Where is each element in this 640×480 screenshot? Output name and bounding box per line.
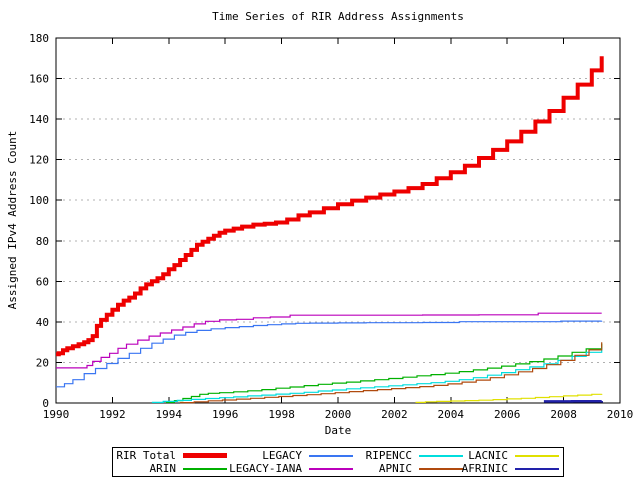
legend-label: LEGACY: [262, 449, 302, 462]
legend-swatch: [183, 453, 227, 458]
legend-label: ARIN: [149, 462, 177, 475]
series-line-legacy: [56, 320, 603, 388]
y-tick-label: 160: [29, 73, 49, 86]
legend: RIR Total LEGACY RIPENCC LACNIC ARIN LEGACY-I…: [112, 447, 564, 477]
legend-label: LEGACY-IANA: [229, 462, 302, 475]
x-tick-label: 1994: [156, 408, 183, 421]
y-tick-label: 60: [36, 275, 49, 288]
legend-swatch: [419, 467, 463, 470]
legend-label: APNIC: [378, 462, 412, 475]
x-tick-label: 2010: [607, 408, 634, 421]
legend-swatch: [515, 454, 559, 457]
legend-swatch: [515, 467, 559, 470]
x-tick-label: 1996: [212, 408, 239, 421]
x-tick-label: 2000: [325, 408, 352, 421]
legend-entry-apnic: APNIC: [353, 462, 463, 475]
x-tick-label: 2006: [494, 408, 521, 421]
series-line-arin: [166, 343, 603, 403]
legend-entry-rir-total: RIR Total: [115, 449, 227, 462]
legend-label: RIR Total: [116, 449, 176, 462]
legend-label: AFRINIC: [461, 462, 508, 475]
chart-title: Time Series of RIR Address Assignments: [212, 10, 464, 23]
y-tick-label: 0: [42, 397, 49, 410]
y-axis-label: Assigned IPv4 Address Count: [6, 130, 19, 310]
y-tick-label: 80: [36, 235, 49, 248]
x-tick-label: 1990: [43, 408, 70, 421]
y-tick-label: 140: [29, 113, 49, 126]
legend-swatch: [309, 467, 353, 470]
series-line-apnic: [180, 342, 603, 404]
legend-entry-legacy-iana: LEGACY-IANA: [227, 462, 353, 475]
legend-swatch: [309, 454, 353, 457]
x-tick-label: 1998: [268, 408, 295, 421]
y-tick-label: 120: [29, 154, 49, 167]
legend-label: RIPENCC: [365, 449, 412, 462]
y-tick-label: 100: [29, 194, 49, 207]
series-line-lacnic: [415, 393, 603, 403]
legend-swatch: [419, 454, 463, 457]
legend-entry-legacy: LEGACY: [227, 449, 353, 462]
x-tick-label: 2004: [438, 408, 465, 421]
legend-entry-arin: ARIN: [115, 462, 227, 475]
legend-entry-ripencc: RIPENCC: [353, 449, 463, 462]
x-tick-label: 1992: [99, 408, 126, 421]
series-line-rir-total: [56, 56, 604, 357]
series-line-ripencc: [151, 346, 603, 403]
x-axis-label: Date: [324, 424, 352, 437]
y-tick-label: 180: [29, 32, 49, 45]
legend-swatch: [183, 467, 227, 470]
x-tick-label: 2008: [550, 408, 577, 421]
y-tick-label: 40: [36, 316, 49, 329]
legend-entry-afrinic: AFRINIC: [461, 462, 559, 475]
y-tick-label: 20: [36, 356, 49, 369]
series-line-legacy-iana: [56, 312, 602, 369]
x-tick-label: 2002: [381, 408, 408, 421]
legend-label: LACNIC: [468, 449, 508, 462]
legend-entry-lacnic: LACNIC: [463, 449, 559, 462]
